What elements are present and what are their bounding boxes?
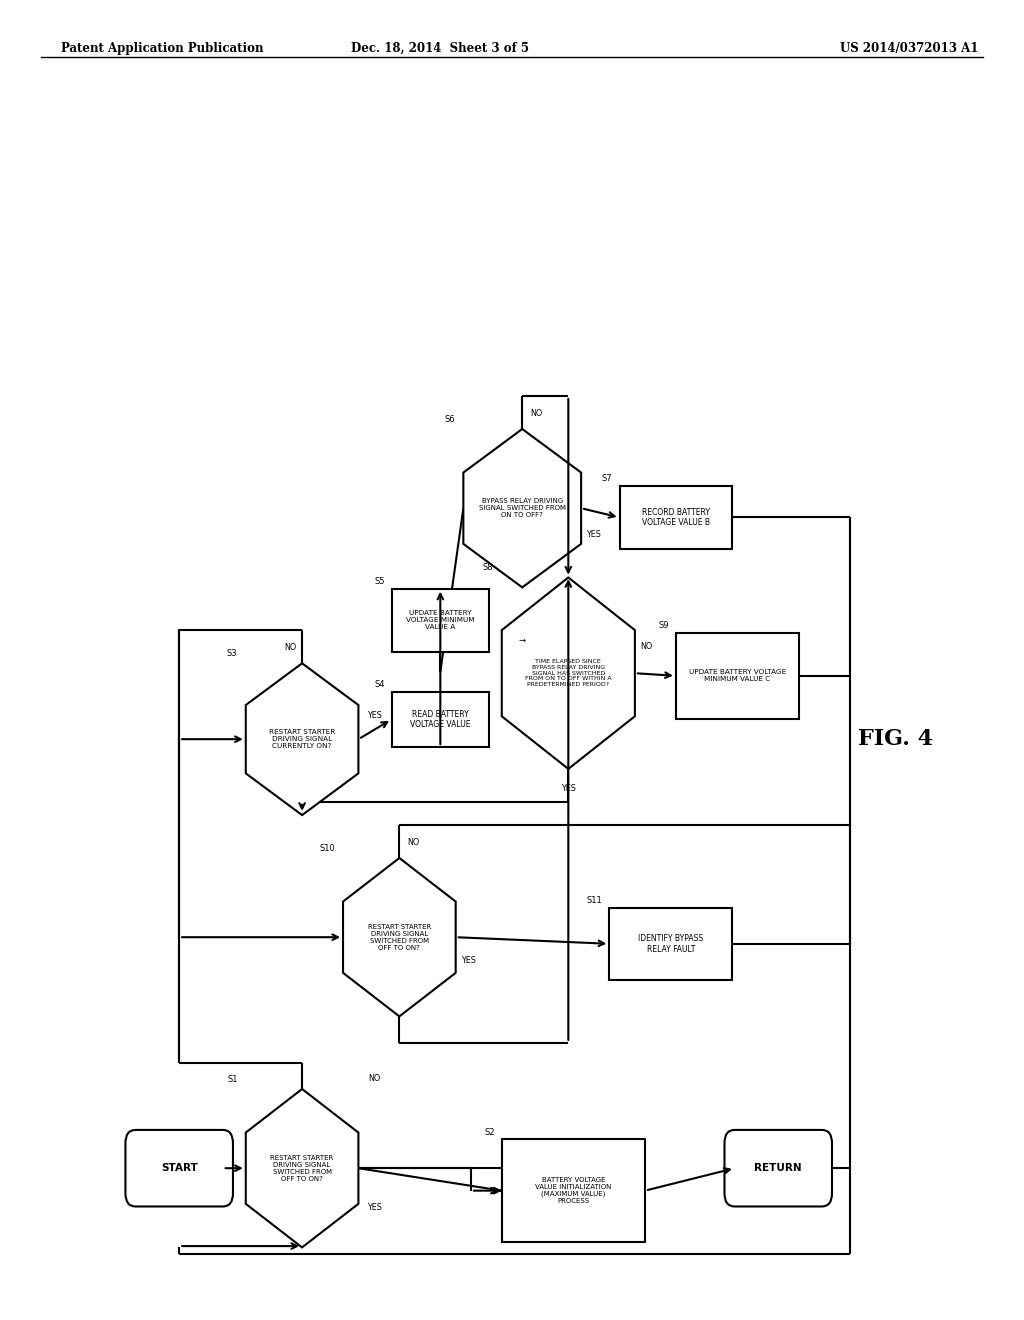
Text: YES: YES <box>367 1204 382 1212</box>
Text: BYPASS RELAY DRIVING
SIGNAL SWITCHED FROM
ON TO OFF?: BYPASS RELAY DRIVING SIGNAL SWITCHED FRO… <box>479 498 565 519</box>
Text: S10: S10 <box>319 843 335 853</box>
Text: US 2014/0372013 A1: US 2014/0372013 A1 <box>840 42 978 55</box>
Text: YES: YES <box>461 957 476 965</box>
Text: RECORD BATTERY
VOLTAGE VALUE B: RECORD BATTERY VOLTAGE VALUE B <box>642 508 710 527</box>
Text: YES: YES <box>367 711 382 719</box>
Text: S3: S3 <box>227 649 238 659</box>
Text: RESTART STARTER
DRIVING SIGNAL
SWITCHED FROM
OFF TO ON?: RESTART STARTER DRIVING SIGNAL SWITCHED … <box>368 924 431 950</box>
Text: TIME ELAPSED SINCE
BYPASS RELAY DRIVING
SIGNAL HAS SWITCHED
FROM ON TO OFF WITHI: TIME ELAPSED SINCE BYPASS RELAY DRIVING … <box>525 659 611 688</box>
Text: S8: S8 <box>483 564 494 573</box>
Text: S7: S7 <box>602 474 612 483</box>
FancyBboxPatch shape <box>125 1130 232 1206</box>
Bar <box>391 589 489 652</box>
Text: YES: YES <box>561 784 575 793</box>
FancyBboxPatch shape <box>725 1130 831 1206</box>
Text: S2: S2 <box>484 1127 495 1137</box>
Bar <box>502 1139 645 1242</box>
Text: NO: NO <box>640 643 652 651</box>
Text: RETURN: RETURN <box>755 1163 802 1173</box>
Text: S6: S6 <box>444 414 455 424</box>
Text: START: START <box>161 1163 198 1173</box>
Text: Patent Application Publication: Patent Application Publication <box>61 42 264 55</box>
Text: S9: S9 <box>658 622 669 631</box>
Text: READ BATTERY
VOLTAGE VALUE: READ BATTERY VOLTAGE VALUE <box>410 710 471 729</box>
Text: YES: YES <box>586 531 601 539</box>
Text: NO: NO <box>530 409 543 417</box>
Polygon shape <box>343 858 456 1016</box>
Bar <box>609 908 732 979</box>
Text: UPDATE BATTERY VOLTAGE
MINIMUM VALUE C: UPDATE BATTERY VOLTAGE MINIMUM VALUE C <box>689 669 785 682</box>
Text: Dec. 18, 2014  Sheet 3 of 5: Dec. 18, 2014 Sheet 3 of 5 <box>351 42 529 55</box>
Text: IDENTIFY BYPASS
RELAY FAULT: IDENTIFY BYPASS RELAY FAULT <box>638 935 703 953</box>
Text: NO: NO <box>285 643 297 652</box>
Text: FIG. 4: FIG. 4 <box>858 729 934 750</box>
Polygon shape <box>463 429 582 587</box>
Text: NO: NO <box>369 1074 381 1082</box>
Text: RESTART STARTER
DRIVING SIGNAL
SWITCHED FROM
OFF TO ON?: RESTART STARTER DRIVING SIGNAL SWITCHED … <box>270 1155 334 1181</box>
Polygon shape <box>246 663 358 814</box>
Text: →: → <box>519 636 525 644</box>
Text: BATTERY VOLTAGE
VALUE INITIALIZATION
(MAXIMUM VALUE)
PROCESS: BATTERY VOLTAGE VALUE INITIALIZATION (MA… <box>536 1177 611 1204</box>
Polygon shape <box>502 578 635 768</box>
Text: S1: S1 <box>227 1074 238 1084</box>
Text: NO: NO <box>408 838 420 846</box>
Text: S4: S4 <box>374 680 385 689</box>
Text: S11: S11 <box>587 896 602 906</box>
Polygon shape <box>246 1089 358 1247</box>
Bar <box>391 692 489 747</box>
Text: RESTART STARTER
DRIVING SIGNAL
CURRENTLY ON?: RESTART STARTER DRIVING SIGNAL CURRENTLY… <box>269 729 335 750</box>
Text: UPDATE BATTERY
VOLTAGE MINIMUM
VALUE A: UPDATE BATTERY VOLTAGE MINIMUM VALUE A <box>407 610 474 631</box>
Bar <box>676 634 799 718</box>
Bar <box>620 486 732 549</box>
Text: S5: S5 <box>374 577 385 586</box>
